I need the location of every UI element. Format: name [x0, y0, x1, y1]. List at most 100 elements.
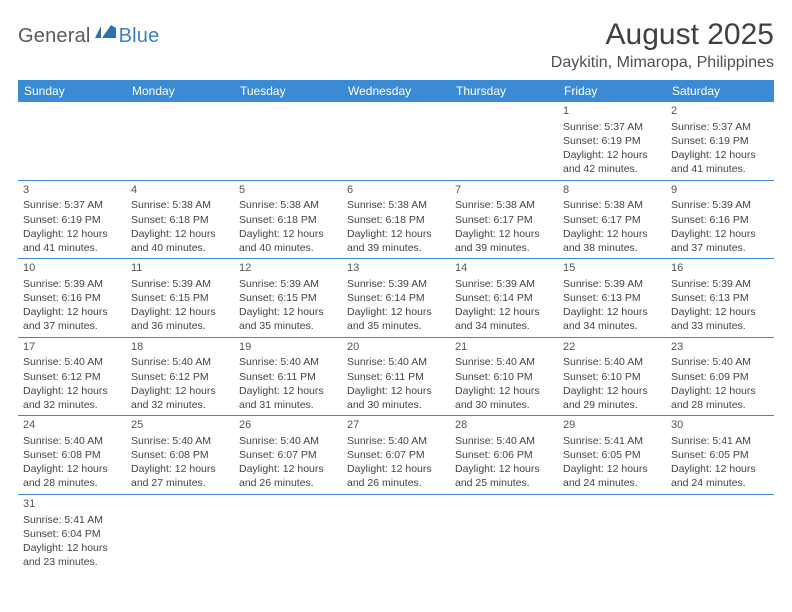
calendar-day-cell: [450, 494, 558, 572]
calendar-day-cell: 15Sunrise: 5:39 AMSunset: 6:13 PMDayligh…: [558, 259, 666, 338]
logo-text-general: General: [18, 25, 91, 48]
day-number: 4: [131, 183, 229, 198]
daylight-text: Daylight: 12 hours and 32 minutes.: [23, 384, 121, 412]
calendar-day-cell: 29Sunrise: 5:41 AMSunset: 6:05 PMDayligh…: [558, 416, 666, 495]
sunrise-text: Sunrise: 5:38 AM: [563, 198, 661, 212]
sunrise-text: Sunrise: 5:38 AM: [455, 198, 553, 212]
calendar-week-row: 17Sunrise: 5:40 AMSunset: 6:12 PMDayligh…: [18, 337, 774, 416]
daylight-text: Daylight: 12 hours and 28 minutes.: [23, 462, 121, 490]
sunset-text: Sunset: 6:13 PM: [671, 291, 769, 305]
day-number: 2: [671, 104, 769, 119]
sunset-text: Sunset: 6:12 PM: [23, 370, 121, 384]
sunrise-text: Sunrise: 5:38 AM: [131, 198, 229, 212]
calendar-day-cell: 28Sunrise: 5:40 AMSunset: 6:06 PMDayligh…: [450, 416, 558, 495]
sunset-text: Sunset: 6:07 PM: [347, 448, 445, 462]
weekday-header: Wednesday: [342, 80, 450, 102]
sunrise-text: Sunrise: 5:40 AM: [131, 355, 229, 369]
calendar-day-cell: 19Sunrise: 5:40 AMSunset: 6:11 PMDayligh…: [234, 337, 342, 416]
sunset-text: Sunset: 6:15 PM: [239, 291, 337, 305]
sunrise-text: Sunrise: 5:40 AM: [131, 434, 229, 448]
calendar-day-cell: 20Sunrise: 5:40 AMSunset: 6:11 PMDayligh…: [342, 337, 450, 416]
calendar-day-cell: 30Sunrise: 5:41 AMSunset: 6:05 PMDayligh…: [666, 416, 774, 495]
day-number: 22: [563, 340, 661, 355]
calendar-day-cell: 2Sunrise: 5:37 AMSunset: 6:19 PMDaylight…: [666, 102, 774, 180]
calendar-week-row: 24Sunrise: 5:40 AMSunset: 6:08 PMDayligh…: [18, 416, 774, 495]
sunrise-text: Sunrise: 5:38 AM: [347, 198, 445, 212]
sunset-text: Sunset: 6:11 PM: [239, 370, 337, 384]
daylight-text: Daylight: 12 hours and 29 minutes.: [563, 384, 661, 412]
sunrise-text: Sunrise: 5:40 AM: [347, 434, 445, 448]
sunrise-text: Sunrise: 5:39 AM: [23, 277, 121, 291]
daylight-text: Daylight: 12 hours and 36 minutes.: [131, 305, 229, 333]
calendar-day-cell: 10Sunrise: 5:39 AMSunset: 6:16 PMDayligh…: [18, 259, 126, 338]
sunrise-text: Sunrise: 5:39 AM: [347, 277, 445, 291]
calendar-day-cell: 4Sunrise: 5:38 AMSunset: 6:18 PMDaylight…: [126, 180, 234, 259]
calendar-day-cell: 1Sunrise: 5:37 AMSunset: 6:19 PMDaylight…: [558, 102, 666, 180]
sunrise-text: Sunrise: 5:40 AM: [239, 355, 337, 369]
daylight-text: Daylight: 12 hours and 39 minutes.: [455, 227, 553, 255]
calendar-day-cell: 26Sunrise: 5:40 AMSunset: 6:07 PMDayligh…: [234, 416, 342, 495]
calendar-day-cell: 7Sunrise: 5:38 AMSunset: 6:17 PMDaylight…: [450, 180, 558, 259]
sunrise-text: Sunrise: 5:39 AM: [455, 277, 553, 291]
sunrise-text: Sunrise: 5:39 AM: [131, 277, 229, 291]
calendar-day-cell: 24Sunrise: 5:40 AMSunset: 6:08 PMDayligh…: [18, 416, 126, 495]
calendar-day-cell: 27Sunrise: 5:40 AMSunset: 6:07 PMDayligh…: [342, 416, 450, 495]
calendar-day-cell: [558, 494, 666, 572]
calendar-day-cell: 17Sunrise: 5:40 AMSunset: 6:12 PMDayligh…: [18, 337, 126, 416]
sunset-text: Sunset: 6:18 PM: [131, 213, 229, 227]
day-number: 11: [131, 261, 229, 276]
daylight-text: Daylight: 12 hours and 28 minutes.: [671, 384, 769, 412]
calendar-day-cell: 13Sunrise: 5:39 AMSunset: 6:14 PMDayligh…: [342, 259, 450, 338]
daylight-text: Daylight: 12 hours and 27 minutes.: [131, 462, 229, 490]
day-number: 1: [563, 104, 661, 119]
weekday-header: Sunday: [18, 80, 126, 102]
sunset-text: Sunset: 6:05 PM: [671, 448, 769, 462]
daylight-text: Daylight: 12 hours and 25 minutes.: [455, 462, 553, 490]
sunrise-text: Sunrise: 5:39 AM: [671, 198, 769, 212]
daylight-text: Daylight: 12 hours and 35 minutes.: [239, 305, 337, 333]
sunset-text: Sunset: 6:04 PM: [23, 527, 121, 541]
sunrise-text: Sunrise: 5:39 AM: [239, 277, 337, 291]
sunset-text: Sunset: 6:18 PM: [239, 213, 337, 227]
sunset-text: Sunset: 6:14 PM: [455, 291, 553, 305]
sunrise-text: Sunrise: 5:40 AM: [455, 434, 553, 448]
calendar-day-cell: 25Sunrise: 5:40 AMSunset: 6:08 PMDayligh…: [126, 416, 234, 495]
daylight-text: Daylight: 12 hours and 24 minutes.: [671, 462, 769, 490]
daylight-text: Daylight: 12 hours and 35 minutes.: [347, 305, 445, 333]
day-number: 3: [23, 183, 121, 198]
sunrise-text: Sunrise: 5:39 AM: [671, 277, 769, 291]
calendar-day-cell: [450, 102, 558, 180]
calendar-day-cell: [234, 494, 342, 572]
sunset-text: Sunset: 6:18 PM: [347, 213, 445, 227]
calendar-day-cell: 18Sunrise: 5:40 AMSunset: 6:12 PMDayligh…: [126, 337, 234, 416]
day-number: 10: [23, 261, 121, 276]
daylight-text: Daylight: 12 hours and 41 minutes.: [671, 148, 769, 176]
daylight-text: Daylight: 12 hours and 40 minutes.: [131, 227, 229, 255]
daylight-text: Daylight: 12 hours and 40 minutes.: [239, 227, 337, 255]
weekday-header: Tuesday: [234, 80, 342, 102]
day-number: 23: [671, 340, 769, 355]
day-number: 27: [347, 418, 445, 433]
calendar-day-cell: [18, 102, 126, 180]
day-number: 24: [23, 418, 121, 433]
flag-icon: [95, 24, 117, 45]
sunset-text: Sunset: 6:17 PM: [563, 213, 661, 227]
calendar-week-row: 10Sunrise: 5:39 AMSunset: 6:16 PMDayligh…: [18, 259, 774, 338]
sunrise-text: Sunrise: 5:40 AM: [23, 434, 121, 448]
sunset-text: Sunset: 6:11 PM: [347, 370, 445, 384]
calendar-week-row: 3Sunrise: 5:37 AMSunset: 6:19 PMDaylight…: [18, 180, 774, 259]
day-number: 6: [347, 183, 445, 198]
sunrise-text: Sunrise: 5:37 AM: [671, 120, 769, 134]
sunset-text: Sunset: 6:05 PM: [563, 448, 661, 462]
calendar-week-row: 31Sunrise: 5:41 AMSunset: 6:04 PMDayligh…: [18, 494, 774, 572]
calendar-day-cell: 3Sunrise: 5:37 AMSunset: 6:19 PMDaylight…: [18, 180, 126, 259]
weekday-header: Thursday: [450, 80, 558, 102]
sunset-text: Sunset: 6:09 PM: [671, 370, 769, 384]
day-number: 5: [239, 183, 337, 198]
daylight-text: Daylight: 12 hours and 24 minutes.: [563, 462, 661, 490]
weekday-header: Monday: [126, 80, 234, 102]
sunset-text: Sunset: 6:19 PM: [563, 134, 661, 148]
day-number: 17: [23, 340, 121, 355]
day-number: 18: [131, 340, 229, 355]
day-number: 20: [347, 340, 445, 355]
